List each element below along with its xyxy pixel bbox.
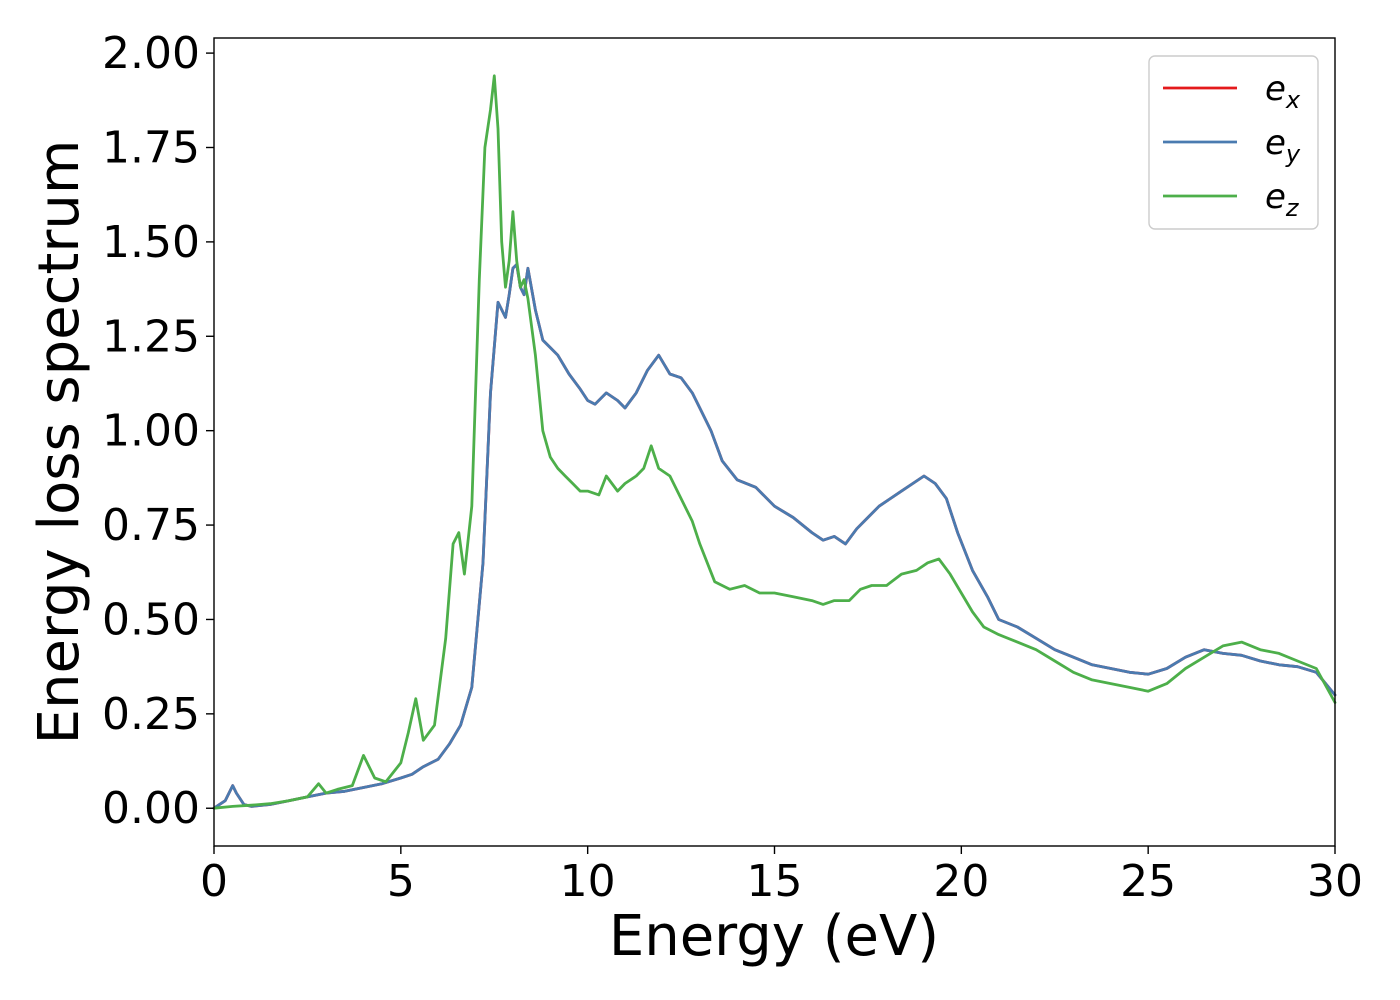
x-tick-label: 5: [387, 856, 415, 907]
y-tick-label: 0.75: [102, 500, 200, 551]
y-tick-label: 1.50: [102, 217, 200, 268]
legend-label-z: ez: [1265, 177, 1300, 222]
series-layer: [212, 74, 1337, 810]
y-tick-label: 1.75: [102, 122, 200, 173]
series-line-y: [212, 263, 1337, 810]
x-axis: 0 5 10 15 20 25 30: [200, 846, 1363, 907]
x-tick-label: 15: [747, 856, 803, 907]
y-tick-label: 2.00: [102, 28, 200, 79]
x-tick-label: 0: [200, 856, 228, 907]
plot-area: [214, 38, 1335, 846]
x-tick-label: 10: [560, 856, 616, 907]
legend-label-base: e: [1265, 123, 1286, 163]
legend-label-x: ex: [1265, 69, 1301, 114]
x-tick-label: 30: [1307, 856, 1363, 907]
legend-label-subscript: z: [1285, 194, 1300, 222]
legend-label-base: e: [1265, 69, 1286, 109]
series-line-z: [212, 74, 1337, 810]
legend-label-y: ey: [1265, 123, 1301, 168]
x-axis-label: Energy (eV): [609, 904, 939, 969]
legend-label-base: e: [1265, 177, 1286, 217]
y-tick-label: 0.25: [102, 689, 200, 740]
y-tick-label: 1.25: [102, 311, 200, 362]
x-tick-label: 25: [1120, 856, 1176, 907]
x-tick-label: 20: [933, 856, 989, 907]
y-tick-label: 0.00: [102, 783, 200, 834]
y-tick-label: 0.50: [102, 594, 200, 645]
y-axis-label: Energy loss spectrum: [27, 140, 92, 745]
legend-label-subscript: y: [1285, 140, 1301, 168]
y-tick-label: 1.00: [102, 406, 200, 457]
legend-label-subscript: x: [1285, 86, 1301, 114]
y-axis: 0.00 0.25 0.50 0.75 1.00 1.25 1.50 1.75 2.00: [102, 28, 214, 834]
